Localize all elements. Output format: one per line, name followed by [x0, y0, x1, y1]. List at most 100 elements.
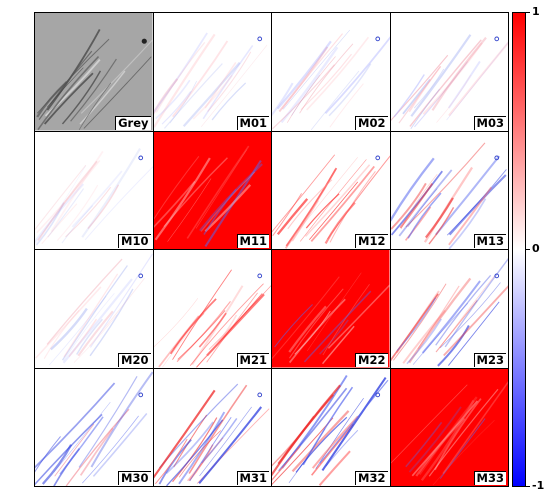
- panel-label: M11: [236, 234, 269, 248]
- streak: [43, 72, 94, 125]
- streak: [89, 253, 153, 348]
- panel-image: [35, 250, 153, 368]
- panel-image: [390, 131, 508, 249]
- streak: [274, 304, 313, 348]
- colorbar-tick-max: [526, 12, 530, 13]
- streak: [291, 409, 350, 472]
- streak: [319, 319, 349, 355]
- streak: [157, 315, 199, 368]
- streak: [200, 44, 267, 128]
- streak: [50, 307, 88, 351]
- streak: [399, 182, 433, 228]
- streak: [47, 187, 85, 238]
- streak: [165, 420, 214, 474]
- panel-background: [35, 368, 153, 486]
- streak: [321, 376, 387, 471]
- streak: [198, 406, 252, 476]
- streak: [76, 318, 103, 355]
- streak: [154, 438, 188, 484]
- streak: [153, 32, 208, 114]
- streak: [63, 293, 115, 362]
- streak: [412, 302, 468, 365]
- streak: [166, 177, 211, 242]
- panel-background: [35, 13, 153, 131]
- streak: [176, 310, 225, 360]
- panel-m21: M21: [152, 249, 272, 369]
- streak: [200, 171, 255, 232]
- streak: [405, 318, 442, 365]
- streak: [390, 170, 443, 235]
- streak: [401, 309, 446, 364]
- streak: [318, 450, 351, 486]
- streak: [291, 199, 319, 242]
- streak: [272, 82, 294, 117]
- streak: [396, 297, 436, 352]
- streak: [70, 58, 117, 122]
- streak: [310, 70, 360, 131]
- panel-image: [390, 250, 508, 368]
- streak: [438, 275, 495, 349]
- streak: [65, 408, 130, 486]
- speck: [493, 36, 499, 42]
- streak: [413, 68, 444, 109]
- streak: [393, 74, 425, 118]
- panel-background: [153, 131, 271, 249]
- streak: [305, 163, 371, 237]
- streak: [153, 33, 216, 128]
- panel-m31: M31: [152, 367, 272, 487]
- panel-m11: M11: [152, 130, 272, 250]
- panel-label: M12: [355, 234, 388, 248]
- streak: [161, 90, 191, 125]
- streak: [192, 74, 233, 120]
- streak: [283, 29, 350, 110]
- panel-image: [35, 131, 153, 249]
- streak: [328, 63, 372, 117]
- panel-image: [390, 368, 508, 486]
- streak: [63, 273, 119, 358]
- colorbar-tick-min: [526, 486, 530, 487]
- streak: [405, 142, 485, 227]
- streak: [306, 36, 370, 111]
- streak: [87, 183, 120, 229]
- streak: [197, 405, 262, 484]
- streak: [284, 168, 337, 249]
- streak: [163, 63, 223, 129]
- streak: [439, 282, 501, 349]
- streak: [448, 173, 507, 235]
- streak: [422, 42, 483, 115]
- speck: [256, 36, 262, 42]
- streak: [291, 74, 321, 116]
- speck: [138, 154, 144, 160]
- colorbar-tick-zero: [526, 249, 530, 250]
- streak: [288, 288, 344, 359]
- streak: [46, 67, 84, 108]
- streak: [46, 29, 101, 111]
- streak: [444, 257, 508, 348]
- streak: [35, 382, 116, 468]
- streak: [153, 155, 199, 220]
- panel-label: M10: [118, 234, 151, 248]
- panel-background: [272, 131, 390, 249]
- speck: [493, 154, 499, 160]
- streak: [79, 70, 126, 125]
- streak: [272, 276, 340, 360]
- streak: [303, 290, 372, 363]
- colorbar-label-max: 1: [532, 5, 540, 18]
- streak: [311, 415, 359, 469]
- streak: [447, 186, 492, 245]
- streak: [54, 423, 95, 477]
- streak: [82, 415, 139, 483]
- streak: [169, 80, 197, 124]
- streak: [35, 413, 103, 485]
- panel-m02: M02: [271, 12, 391, 132]
- streak: [41, 202, 78, 244]
- panel-m03: M03: [389, 12, 509, 132]
- streak: [56, 184, 99, 241]
- speck: [256, 391, 262, 397]
- streak: [37, 160, 98, 241]
- streak: [89, 277, 145, 347]
- streak: [81, 147, 141, 238]
- streak: [35, 182, 85, 243]
- streak: [178, 429, 221, 477]
- panel-label: M30: [118, 471, 151, 485]
